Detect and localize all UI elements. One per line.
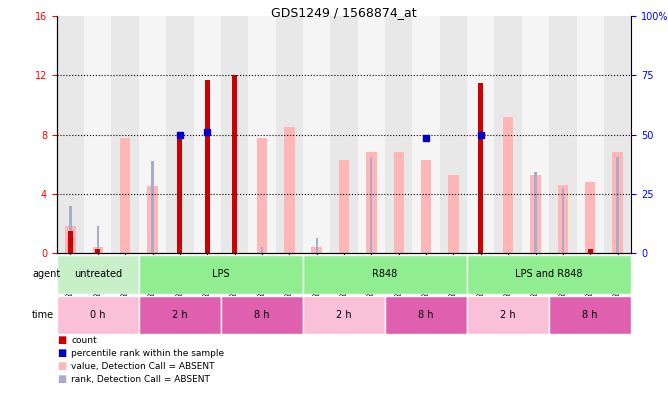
Bar [57, 296, 139, 334]
Bar [357, 16, 385, 253]
Bar [221, 296, 303, 334]
Bar [57, 255, 139, 294]
Bar [57, 16, 84, 253]
Bar [530, 175, 540, 253]
Bar [120, 138, 130, 253]
Bar [370, 157, 373, 253]
Bar [284, 127, 295, 253]
Bar [412, 16, 440, 253]
Bar [494, 16, 522, 253]
Bar [393, 152, 404, 253]
Bar [604, 16, 631, 253]
Bar [139, 255, 303, 294]
Bar [311, 247, 322, 253]
Bar [261, 247, 263, 253]
Bar [421, 160, 432, 253]
Bar [96, 249, 100, 253]
Bar [588, 249, 593, 253]
Bar [331, 16, 357, 253]
Text: 8 h: 8 h [255, 310, 270, 320]
Text: LPS: LPS [212, 269, 230, 279]
Text: ■: ■ [57, 374, 66, 384]
Bar [522, 16, 549, 253]
Bar [84, 16, 112, 253]
Bar [478, 83, 483, 253]
Text: 2 h: 2 h [172, 310, 188, 320]
Bar [65, 226, 75, 253]
Bar [93, 247, 103, 253]
Bar [139, 296, 221, 334]
Bar [549, 296, 631, 334]
Bar [366, 152, 377, 253]
Text: LPS and R848: LPS and R848 [516, 269, 583, 279]
Bar [303, 255, 467, 294]
Bar [276, 16, 303, 253]
Bar [303, 16, 331, 253]
Bar [558, 185, 568, 253]
Bar [562, 188, 564, 253]
Text: percentile rank within the sample: percentile rank within the sample [71, 349, 224, 358]
Bar [248, 16, 276, 253]
Bar [467, 16, 494, 253]
Text: ■: ■ [57, 361, 66, 371]
Text: 8 h: 8 h [418, 310, 434, 320]
Bar [68, 231, 73, 253]
Bar [112, 16, 139, 253]
Text: ■: ■ [57, 335, 66, 345]
Bar [585, 182, 595, 253]
Text: untreated: untreated [73, 269, 122, 279]
Text: count: count [71, 336, 97, 345]
Text: 0 h: 0 h [90, 310, 106, 320]
Bar [257, 138, 267, 253]
Bar [152, 161, 154, 253]
Text: 2 h: 2 h [500, 310, 516, 320]
Bar [148, 186, 158, 253]
Bar [339, 160, 349, 253]
Text: R848: R848 [373, 269, 397, 279]
Bar [139, 16, 166, 253]
Text: rank, Detection Call = ABSENT: rank, Detection Call = ABSENT [71, 375, 210, 384]
Bar [178, 134, 182, 253]
Bar [617, 157, 619, 253]
Bar [467, 255, 631, 294]
Bar [576, 16, 604, 253]
Bar [69, 206, 71, 253]
Bar [385, 16, 412, 253]
Text: agent: agent [32, 269, 60, 279]
Text: 2 h: 2 h [336, 310, 352, 320]
Bar [166, 16, 194, 253]
Bar [448, 175, 459, 253]
Bar [232, 75, 237, 253]
Bar [440, 16, 467, 253]
Bar [315, 238, 318, 253]
Bar [385, 296, 467, 334]
Bar [549, 16, 576, 253]
Bar [205, 80, 210, 253]
Bar [303, 296, 385, 334]
Text: time: time [32, 310, 54, 320]
Text: 8 h: 8 h [582, 310, 598, 320]
Bar [503, 117, 513, 253]
Bar [221, 16, 248, 253]
Bar [97, 226, 99, 253]
Bar [534, 172, 536, 253]
Bar [194, 16, 221, 253]
Bar [467, 296, 549, 334]
Text: ■: ■ [57, 348, 66, 358]
Bar [613, 152, 623, 253]
Text: value, Detection Call = ABSENT: value, Detection Call = ABSENT [71, 362, 215, 371]
Text: GDS1249 / 1568874_at: GDS1249 / 1568874_at [271, 6, 417, 19]
